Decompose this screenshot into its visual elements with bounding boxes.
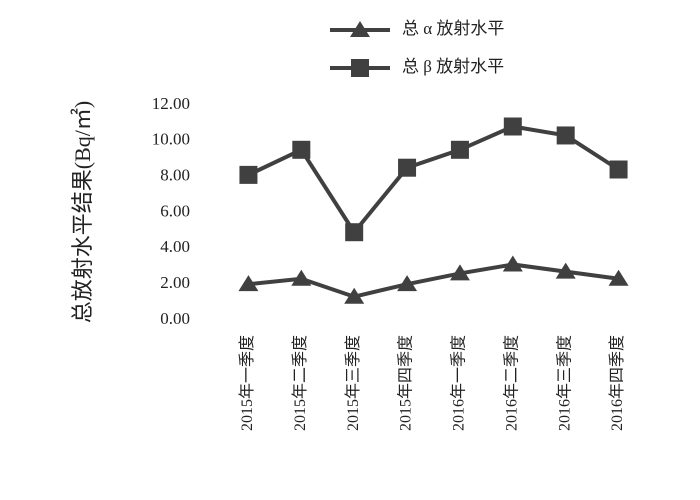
x-tick-label: 2016年四季度 bbox=[608, 335, 626, 431]
x-tick-label: 2015年三季度 bbox=[344, 335, 362, 431]
y-tick-label: 4.00 bbox=[160, 237, 190, 256]
y-axis-label: 总放射水平结果(Bq/㎡) bbox=[70, 101, 95, 323]
y-tick-label: 10.00 bbox=[152, 130, 190, 149]
y-tick-label: 2.00 bbox=[160, 273, 190, 292]
y-tick-label: 6.00 bbox=[160, 201, 190, 220]
x-tick-label: 2015年一季度 bbox=[238, 335, 256, 431]
legend-label: 总 α 放射水平 bbox=[402, 19, 504, 38]
data-point bbox=[608, 269, 629, 286]
data-point bbox=[345, 223, 364, 242]
data-point bbox=[556, 126, 575, 145]
x-tick-label: 2016年一季度 bbox=[450, 335, 468, 431]
data-point bbox=[609, 160, 628, 179]
series-line bbox=[248, 262, 619, 299]
data-point bbox=[555, 262, 576, 279]
data-point bbox=[397, 275, 418, 292]
data-point bbox=[238, 275, 259, 292]
data-point bbox=[450, 140, 469, 159]
data-point bbox=[344, 287, 365, 304]
data-point bbox=[502, 255, 523, 272]
x-tick-label: 2015年四季度 bbox=[397, 335, 415, 431]
data-point bbox=[291, 269, 312, 286]
x-tick-label: 2016年二季度 bbox=[502, 335, 520, 431]
x-tick-label: 2015年二季度 bbox=[291, 335, 309, 431]
data-point bbox=[398, 158, 417, 177]
y-tick-label: 12.00 bbox=[152, 94, 190, 113]
data-point bbox=[292, 140, 311, 159]
data-point bbox=[449, 264, 470, 281]
data-point bbox=[503, 117, 522, 136]
legend-label: 总 β 放射水平 bbox=[402, 57, 504, 76]
data-point bbox=[239, 165, 258, 184]
y-tick-label: 8.00 bbox=[160, 166, 190, 185]
legend-marker bbox=[351, 59, 369, 77]
y-tick-label: 0.00 bbox=[160, 309, 190, 328]
x-tick-label: 2016年三季度 bbox=[555, 335, 573, 431]
legend-marker bbox=[350, 21, 370, 37]
